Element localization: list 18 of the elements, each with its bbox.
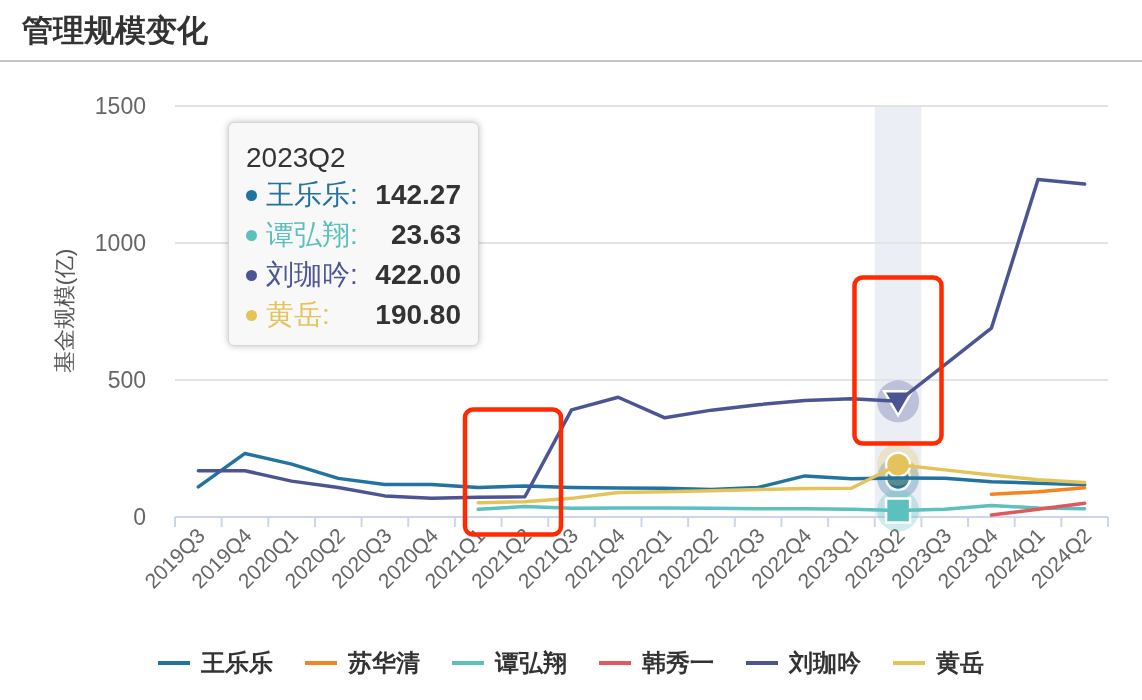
y-tick-label: 1500 — [94, 93, 146, 119]
legend-label: 苏华清 — [347, 649, 420, 676]
y-axis-title: 基金规模(亿) — [52, 248, 77, 374]
legend-label: 刘珈吟 — [788, 649, 862, 676]
legend-label: 韩秀一 — [641, 649, 714, 676]
annotation: 刘珈吟:422.00 — [266, 258, 461, 292]
line-series — [196, 177, 1087, 501]
annotation: 2023Q2 — [246, 142, 346, 173]
y-tick-label: 1000 — [94, 230, 146, 256]
annotation: 王乐乐:142.27 — [266, 178, 461, 212]
chart-title: 管理规模变化 — [21, 13, 209, 48]
text: 黄岳: 190.80 — [266, 299, 461, 330]
y-tick-label: 0 — [133, 504, 146, 530]
legend-label: 王乐乐 — [200, 649, 273, 676]
legend-label: 黄岳 — [935, 649, 984, 676]
annotation: 谭弘翔: 23.63 — [266, 218, 461, 252]
legend-label: 谭弘翔 — [494, 649, 567, 676]
y-tick-label: 500 — [107, 367, 146, 393]
